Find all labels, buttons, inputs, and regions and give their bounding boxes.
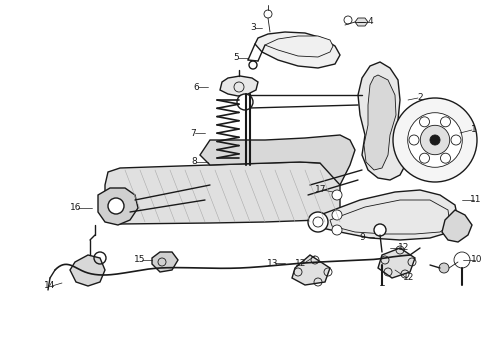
Text: 11: 11	[470, 195, 482, 204]
Text: 7: 7	[190, 129, 196, 138]
Polygon shape	[358, 62, 408, 180]
Polygon shape	[442, 210, 472, 242]
Circle shape	[332, 190, 342, 200]
Circle shape	[430, 135, 440, 145]
Polygon shape	[355, 18, 368, 26]
Circle shape	[439, 263, 449, 273]
Polygon shape	[265, 36, 333, 57]
Circle shape	[409, 135, 419, 145]
Circle shape	[332, 225, 342, 235]
Circle shape	[419, 117, 430, 127]
Polygon shape	[364, 75, 396, 170]
Circle shape	[408, 113, 462, 167]
Text: 3: 3	[250, 23, 256, 32]
Circle shape	[374, 224, 386, 236]
Text: 8: 8	[191, 158, 197, 166]
Text: 14: 14	[44, 282, 56, 291]
Text: 16: 16	[70, 203, 82, 212]
Polygon shape	[255, 32, 340, 68]
Circle shape	[420, 125, 450, 155]
Text: 4: 4	[367, 18, 373, 27]
Circle shape	[332, 210, 342, 220]
Polygon shape	[70, 255, 105, 286]
Circle shape	[237, 94, 253, 110]
Text: 6: 6	[193, 82, 199, 91]
Text: 15: 15	[134, 256, 146, 265]
Text: 1: 1	[471, 126, 477, 135]
Circle shape	[296, 182, 312, 198]
Circle shape	[308, 212, 328, 232]
Text: 9: 9	[359, 233, 365, 242]
Circle shape	[249, 61, 257, 69]
Text: 17: 17	[315, 185, 327, 194]
Polygon shape	[200, 135, 355, 185]
Circle shape	[451, 135, 461, 145]
Text: 12: 12	[398, 243, 410, 252]
Polygon shape	[152, 252, 178, 272]
Polygon shape	[98, 188, 138, 225]
Circle shape	[108, 198, 124, 214]
Circle shape	[393, 98, 477, 182]
Text: 10: 10	[471, 256, 483, 265]
Text: 5: 5	[233, 54, 239, 63]
Polygon shape	[220, 76, 258, 96]
Polygon shape	[241, 168, 255, 210]
Polygon shape	[320, 190, 458, 240]
Polygon shape	[105, 162, 340, 224]
Text: 2: 2	[417, 94, 423, 103]
Text: 12: 12	[403, 274, 415, 283]
Circle shape	[419, 153, 430, 163]
Text: 12: 12	[295, 260, 307, 269]
Polygon shape	[292, 255, 330, 285]
Polygon shape	[378, 248, 415, 278]
Text: 13: 13	[267, 258, 279, 267]
Circle shape	[441, 117, 450, 127]
Circle shape	[441, 153, 450, 163]
